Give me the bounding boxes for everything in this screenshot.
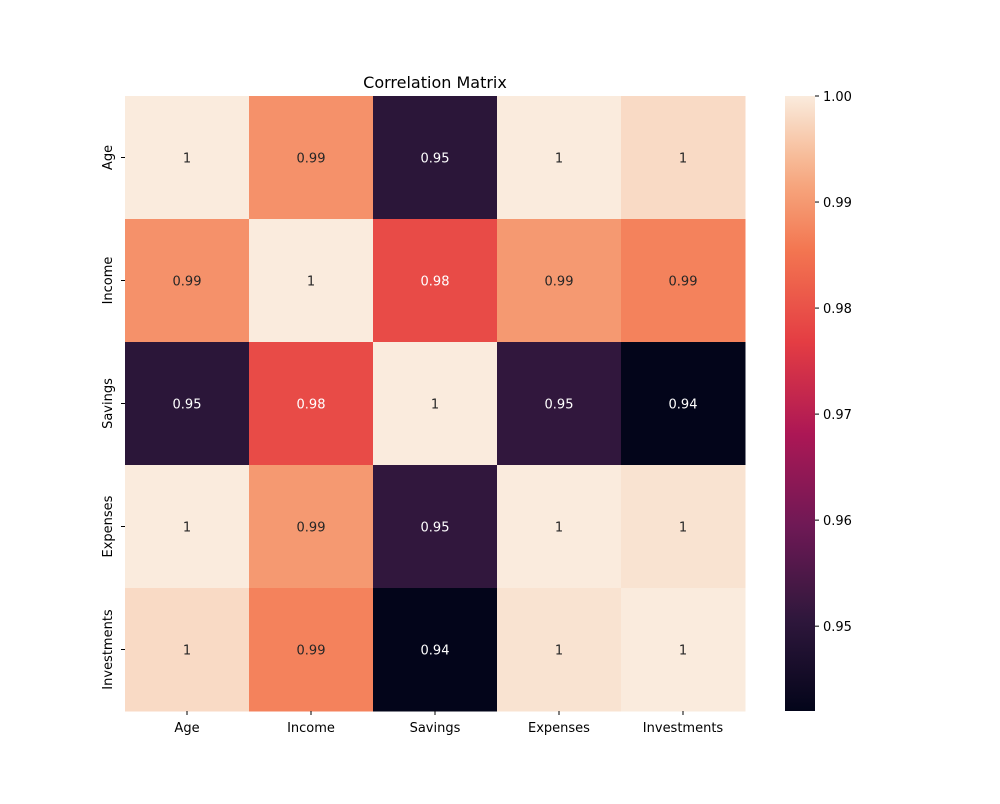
heatmap-cell: [497, 588, 622, 712]
heatmap-cell: [621, 342, 746, 466]
colorbar-tick-label: 0.96: [823, 514, 852, 529]
cell-annotation: 0.99: [297, 644, 326, 659]
cell-annotation: 0.98: [297, 398, 326, 413]
colorbar-tick-label: 0.98: [823, 302, 852, 317]
colorbar: 1.00 0.99 0.98 0.97 0.96 0.95: [785, 90, 852, 711]
heatmap-cell: [497, 342, 622, 466]
cell-annotation: 1: [183, 644, 191, 659]
heatmap-cell: [373, 465, 498, 589]
cell-annotation: 0.99: [173, 275, 202, 290]
cell-annotation: 1: [555, 644, 563, 659]
x-tick-label: Expenses: [528, 721, 590, 736]
heatmap-cell: [249, 96, 374, 220]
cell-annotation: 1: [555, 521, 563, 536]
cell-annotation: 0.95: [173, 398, 202, 413]
colorbar-gradient: [785, 96, 815, 711]
heatmap-cell: [621, 588, 746, 712]
x-tick-label: Income: [287, 721, 335, 736]
heatmap-cell: [125, 465, 250, 589]
cell-annotation: 0.95: [421, 152, 450, 167]
cell-annotation: 0.98: [421, 275, 450, 290]
y-tick-label: Expenses: [101, 495, 116, 557]
colorbar-tick-label: 0.99: [823, 196, 852, 211]
cell-annotation: 1: [431, 398, 439, 413]
cell-annotation: 1: [679, 152, 687, 167]
heatmap-cell: [249, 342, 374, 466]
x-tick-label: Savings: [410, 721, 461, 736]
y-axis: Age Income Savings Expenses Investments: [101, 145, 125, 690]
x-axis: Age Income Savings Expenses Investments: [174, 711, 723, 736]
cell-annotation: 0.99: [669, 275, 698, 290]
heatmap-cell: [621, 96, 746, 220]
chart-title: Correlation Matrix: [363, 73, 507, 92]
cell-annotation: 1: [555, 152, 563, 167]
x-tick-label: Age: [174, 721, 199, 736]
heatmap-cell: [373, 588, 498, 712]
cell-annotation: 1: [183, 521, 191, 536]
heatmap-cell: [497, 219, 622, 343]
cell-annotation: 0.99: [297, 521, 326, 536]
heatmap-cell: [125, 588, 250, 712]
heatmap-cell: [497, 96, 622, 220]
cell-annotation: 0.94: [421, 644, 450, 659]
heatmap-cell: [373, 219, 498, 343]
heatmap-cell: [373, 96, 498, 220]
colorbar-tick-label: 1.00: [823, 90, 852, 105]
heatmap-cell: [125, 96, 250, 220]
heatmap-cell: [249, 465, 374, 589]
y-tick-label: Investments: [101, 609, 116, 690]
cell-annotation: 0.99: [545, 275, 574, 290]
cell-annotation: 1: [307, 275, 315, 290]
cell-annotation: 0.94: [669, 398, 698, 413]
y-tick-label: Savings: [101, 378, 116, 429]
colorbar-tick-label: 0.95: [823, 620, 852, 635]
heatmap-cell: [373, 342, 498, 466]
cell-annotation: 0.95: [545, 398, 574, 413]
x-tick-label: Investments: [643, 721, 724, 736]
heatmap-cell: [249, 219, 374, 343]
cell-annotation: 1: [183, 152, 191, 167]
heatmap-cell: [621, 465, 746, 589]
heatmap-cells: 1 0.99 0.95 1 1 0.99 1 0.98 0.99 0.99 0.95 0.98 1 0.9…: [125, 96, 746, 712]
cell-annotation: 1: [679, 521, 687, 536]
y-tick-label: Income: [101, 257, 116, 305]
cell-annotation: 1: [679, 644, 687, 659]
colorbar-tick-label: 0.97: [823, 408, 852, 423]
y-tick-label: Age: [101, 145, 116, 170]
heatmap-cell: [621, 219, 746, 343]
heatmap-cell: [125, 219, 250, 343]
cell-annotation: 0.99: [297, 152, 326, 167]
cell-annotation: 0.95: [421, 521, 450, 536]
heatmap-cell: [249, 588, 374, 712]
heatmap-cell: [497, 465, 622, 589]
heatmap-cell: [125, 342, 250, 466]
